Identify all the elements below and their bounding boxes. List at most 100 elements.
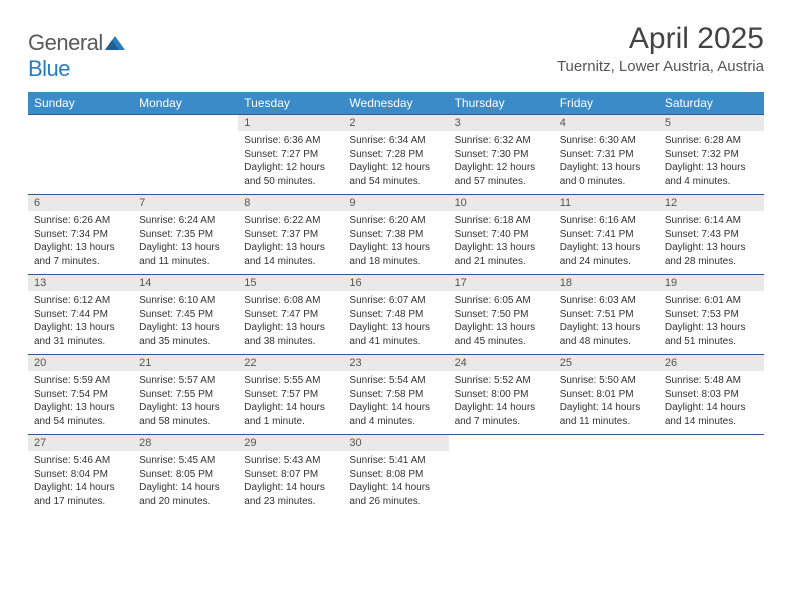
month-title: April 2025 bbox=[557, 22, 764, 56]
day-cell bbox=[133, 115, 238, 195]
title-block: April 2025 Tuernitz, Lower Austria, Aust… bbox=[557, 22, 764, 75]
daylight-text: Daylight: 14 hours and 26 minutes. bbox=[349, 481, 442, 508]
day-number: 4 bbox=[554, 115, 659, 131]
day-number: 8 bbox=[238, 195, 343, 211]
sunset-text: Sunset: 8:00 PM bbox=[455, 388, 548, 402]
brand-part1: General bbox=[28, 30, 103, 55]
brand-part2: Blue bbox=[28, 56, 70, 81]
day-body: Sunrise: 6:28 AMSunset: 7:32 PMDaylight:… bbox=[659, 131, 764, 192]
calendar-row: 13Sunrise: 6:12 AMSunset: 7:44 PMDayligh… bbox=[28, 275, 764, 355]
day-number bbox=[28, 115, 133, 119]
day-cell bbox=[28, 115, 133, 195]
sunset-text: Sunset: 7:47 PM bbox=[244, 308, 337, 322]
sunset-text: Sunset: 7:35 PM bbox=[139, 228, 232, 242]
sunrise-text: Sunrise: 6:30 AM bbox=[560, 134, 653, 148]
sunrise-text: Sunrise: 6:14 AM bbox=[665, 214, 758, 228]
sunrise-text: Sunrise: 5:46 AM bbox=[34, 454, 127, 468]
day-cell: 9Sunrise: 6:20 AMSunset: 7:38 PMDaylight… bbox=[343, 195, 448, 275]
day-cell bbox=[449, 435, 554, 515]
daylight-text: Daylight: 13 hours and 7 minutes. bbox=[34, 241, 127, 268]
sunrise-text: Sunrise: 6:26 AM bbox=[34, 214, 127, 228]
sunrise-text: Sunrise: 5:41 AM bbox=[349, 454, 442, 468]
day-cell: 22 Sunrise: 5:55 AMSunset: 7:57 PMDayligh… bbox=[238, 355, 343, 435]
day-body: Sunrise: 6:36 AMSunset: 7:27 PMDaylight:… bbox=[238, 131, 343, 192]
day-number: 29 bbox=[238, 435, 343, 451]
sunrise-text: Sunrise: 5:50 AM bbox=[560, 374, 653, 388]
day-cell: 17Sunrise: 6:05 AMSunset: 7:50 PMDayligh… bbox=[449, 275, 554, 355]
brand-triangle-icon bbox=[105, 30, 125, 56]
day-body: Sunrise: 6:30 AMSunset: 7:31 PMDaylight:… bbox=[554, 131, 659, 192]
day-cell: 14Sunrise: 6:10 AMSunset: 7:45 PMDayligh… bbox=[133, 275, 238, 355]
sunset-text: Sunset: 7:55 PM bbox=[139, 388, 232, 402]
dayname-row: Sunday Monday Tuesday Wednesday Thursday… bbox=[28, 92, 764, 115]
daylight-text: Daylight: 13 hours and 38 minutes. bbox=[244, 321, 337, 348]
day-body: Sunrise: 6:34 AMSunset: 7:28 PMDaylight:… bbox=[343, 131, 448, 192]
sunset-text: Sunset: 7:28 PM bbox=[349, 148, 442, 162]
daylight-text: Daylight: 14 hours and 1 minute. bbox=[244, 401, 337, 428]
sunset-text: Sunset: 7:37 PM bbox=[244, 228, 337, 242]
day-number: 13 bbox=[28, 275, 133, 291]
day-cell: 20Sunrise: 5:59 AMSunset: 7:54 PMDayligh… bbox=[28, 355, 133, 435]
day-number: 28 bbox=[133, 435, 238, 451]
daylight-text: Daylight: 13 hours and 41 minutes. bbox=[349, 321, 442, 348]
day-number: 14 bbox=[133, 275, 238, 291]
day-cell: 29Sunrise: 5:43 AMSunset: 8:07 PMDayligh… bbox=[238, 435, 343, 515]
day-number: 23 bbox=[343, 355, 448, 371]
day-body: Sunrise: 6:05 AMSunset: 7:50 PMDaylight:… bbox=[449, 291, 554, 352]
sunset-text: Sunset: 7:41 PM bbox=[560, 228, 653, 242]
brand-text: GeneralBlue bbox=[28, 28, 125, 82]
sunset-text: Sunset: 7:30 PM bbox=[455, 148, 548, 162]
sunrise-text: Sunrise: 5:55 AM bbox=[244, 374, 337, 388]
header: GeneralBlue April 2025 Tuernitz, Lower A… bbox=[28, 22, 764, 82]
day-number: 22 bbox=[238, 355, 343, 371]
day-number: 5 bbox=[659, 115, 764, 131]
dayname-mon: Monday bbox=[133, 92, 238, 115]
sunrise-text: Sunrise: 6:10 AM bbox=[139, 294, 232, 308]
day-number: 20 bbox=[28, 355, 133, 371]
day-cell: 23Sunrise: 5:54 AMSunset: 7:58 PMDayligh… bbox=[343, 355, 448, 435]
day-cell: 26Sunrise: 5:48 AMSunset: 8:03 PMDayligh… bbox=[659, 355, 764, 435]
sunrise-text: Sunrise: 6:36 AM bbox=[244, 134, 337, 148]
day-body: Sunrise: 6:24 AMSunset: 7:35 PMDaylight:… bbox=[133, 211, 238, 272]
day-number bbox=[659, 435, 764, 439]
sunrise-text: Sunrise: 6:22 AM bbox=[244, 214, 337, 228]
sunrise-text: Sunrise: 5:54 AM bbox=[349, 374, 442, 388]
day-number: 27 bbox=[28, 435, 133, 451]
day-body: Sunrise: 6:26 AMSunset: 7:34 PMDaylight:… bbox=[28, 211, 133, 272]
sunset-text: Sunset: 8:03 PM bbox=[665, 388, 758, 402]
day-body: Sunrise: 6:16 AMSunset: 7:41 PMDaylight:… bbox=[554, 211, 659, 272]
daylight-text: Daylight: 12 hours and 54 minutes. bbox=[349, 161, 442, 188]
day-number: 18 bbox=[554, 275, 659, 291]
sunset-text: Sunset: 7:44 PM bbox=[34, 308, 127, 322]
daylight-text: Daylight: 12 hours and 50 minutes. bbox=[244, 161, 337, 188]
daylight-text: Daylight: 13 hours and 0 minutes. bbox=[560, 161, 653, 188]
sunset-text: Sunset: 7:50 PM bbox=[455, 308, 548, 322]
daylight-text: Daylight: 14 hours and 11 minutes. bbox=[560, 401, 653, 428]
day-cell: 8 Sunrise: 6:22 AMSunset: 7:37 PMDaylight… bbox=[238, 195, 343, 275]
day-body: Sunrise: 6:14 AMSunset: 7:43 PMDaylight:… bbox=[659, 211, 764, 272]
sunrise-text: Sunrise: 6:20 AM bbox=[349, 214, 442, 228]
day-number bbox=[449, 435, 554, 439]
sunset-text: Sunset: 7:57 PM bbox=[244, 388, 337, 402]
day-body: Sunrise: 6:10 AMSunset: 7:45 PMDaylight:… bbox=[133, 291, 238, 352]
dayname-tue: Tuesday bbox=[238, 92, 343, 115]
day-number: 17 bbox=[449, 275, 554, 291]
day-number: 6 bbox=[28, 195, 133, 211]
sunrise-text: Sunrise: 5:48 AM bbox=[665, 374, 758, 388]
dayname-thu: Thursday bbox=[449, 92, 554, 115]
day-cell: 12Sunrise: 6:14 AMSunset: 7:43 PMDayligh… bbox=[659, 195, 764, 275]
day-cell: 5Sunrise: 6:28 AMSunset: 7:32 PMDaylight… bbox=[659, 115, 764, 195]
sunset-text: Sunset: 7:38 PM bbox=[349, 228, 442, 242]
day-body: Sunrise: 5:43 AMSunset: 8:07 PMDaylight:… bbox=[238, 451, 343, 512]
daylight-text: Daylight: 14 hours and 4 minutes. bbox=[349, 401, 442, 428]
day-number bbox=[133, 115, 238, 119]
dayname-sat: Saturday bbox=[659, 92, 764, 115]
daylight-text: Daylight: 13 hours and 24 minutes. bbox=[560, 241, 653, 268]
sunset-text: Sunset: 7:48 PM bbox=[349, 308, 442, 322]
daylight-text: Daylight: 13 hours and 14 minutes. bbox=[244, 241, 337, 268]
sunset-text: Sunset: 7:51 PM bbox=[560, 308, 653, 322]
sunrise-text: Sunrise: 6:07 AM bbox=[349, 294, 442, 308]
day-cell: 10Sunrise: 6:18 AMSunset: 7:40 PMDayligh… bbox=[449, 195, 554, 275]
sunrise-text: Sunrise: 6:18 AM bbox=[455, 214, 548, 228]
day-cell: 6Sunrise: 6:26 AMSunset: 7:34 PMDaylight… bbox=[28, 195, 133, 275]
